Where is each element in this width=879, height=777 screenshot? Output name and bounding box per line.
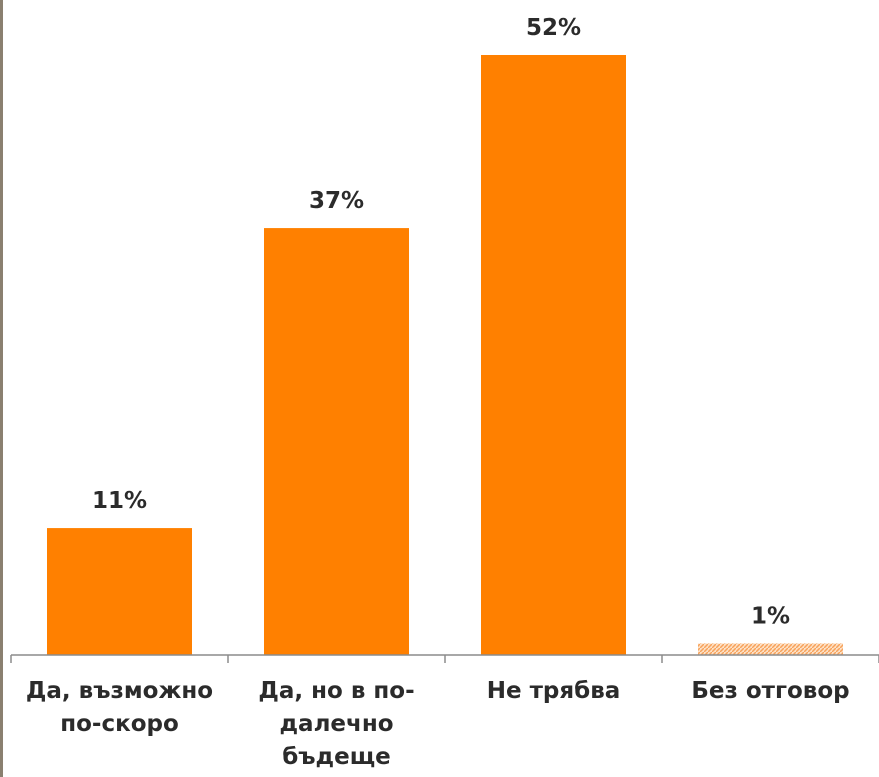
bar xyxy=(698,643,843,655)
data-label: 1% xyxy=(751,603,790,629)
x-axis-ticks xyxy=(11,655,879,663)
category-label: Без отговор xyxy=(662,675,879,708)
category-label: Не трябва xyxy=(445,675,662,708)
bars xyxy=(47,55,843,655)
data-label: 52% xyxy=(526,15,581,41)
bar xyxy=(264,228,409,655)
data-label: 37% xyxy=(309,188,364,214)
data-labels: 11% 37% 52% 1% xyxy=(92,15,790,629)
category-label: Да, но в по-далечно бъдеще xyxy=(228,675,445,774)
category-label: Да, възможно по-скоро xyxy=(11,675,228,741)
data-label: 11% xyxy=(92,488,147,514)
bar xyxy=(481,55,626,655)
bar xyxy=(47,528,192,655)
